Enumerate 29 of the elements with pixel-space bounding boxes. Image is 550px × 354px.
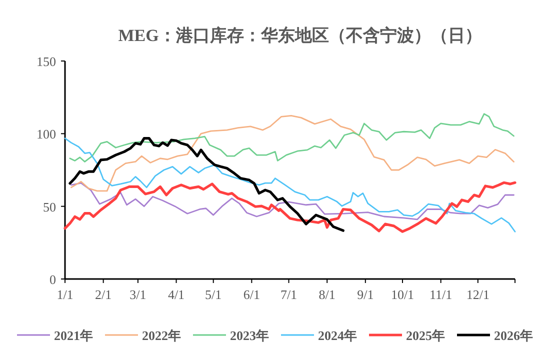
y-tick-label: 50 bbox=[43, 199, 56, 214]
chart-title: MEG：港口库存：华东地区（不含宁波）（日） bbox=[118, 26, 482, 45]
x-tick-label: 3/1 bbox=[130, 287, 146, 302]
line-series bbox=[64, 181, 516, 233]
x-tick-label: 12/1 bbox=[466, 287, 490, 302]
x-tick-label: 10/1 bbox=[390, 287, 414, 302]
y-tick-label: 100 bbox=[36, 126, 56, 142]
line-series bbox=[69, 113, 514, 162]
x-tick-label: 6/1 bbox=[243, 287, 260, 302]
legend-label: 2026年 bbox=[494, 328, 533, 343]
legend-label: 2023年 bbox=[230, 328, 269, 343]
x-tick-label: 8/1 bbox=[318, 287, 336, 302]
line-series bbox=[70, 182, 514, 220]
line-series bbox=[70, 114, 514, 192]
x-tick-label: 9/1 bbox=[357, 287, 374, 302]
x-tick-label: 7/1 bbox=[280, 287, 298, 302]
line-series bbox=[68, 137, 344, 232]
line-series bbox=[64, 138, 516, 232]
x-tick-label: 11/1 bbox=[430, 287, 452, 302]
legend-label: 2021年 bbox=[54, 328, 93, 343]
legend-label: 2024年 bbox=[318, 328, 357, 343]
x-tick-label: 1/1 bbox=[56, 287, 74, 302]
y-tick-label: 0 bbox=[50, 272, 56, 287]
legend-label: 2025年 bbox=[406, 328, 445, 343]
x-tick-label: 2/1 bbox=[95, 287, 112, 302]
y-tick-label: 150 bbox=[36, 54, 56, 69]
legend-label: 2022年 bbox=[142, 328, 181, 343]
x-tick-label: 5/1 bbox=[205, 287, 222, 302]
x-tick-label: 4/1 bbox=[168, 287, 185, 302]
